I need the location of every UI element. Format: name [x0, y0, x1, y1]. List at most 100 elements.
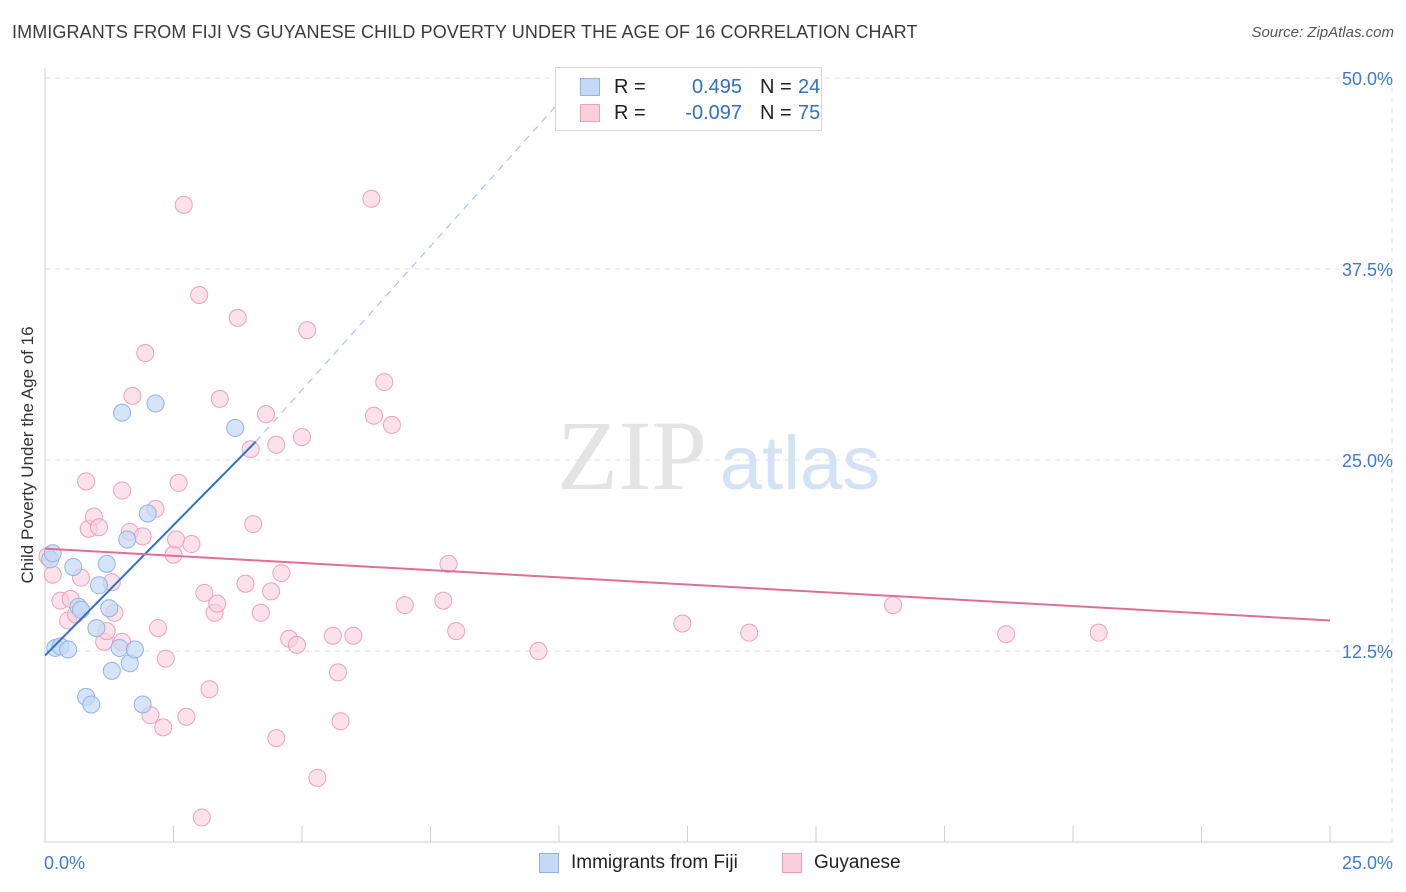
- guyanese-point: [192, 808, 211, 827]
- guyanese-point: [267, 435, 286, 454]
- guyanese-point: [236, 574, 255, 593]
- guyanese-point: [177, 707, 196, 726]
- n-value: 75: [798, 102, 821, 124]
- guyanese-point: [244, 515, 263, 534]
- fiji-point: [89, 576, 108, 595]
- guyanese-point: [174, 195, 193, 214]
- axes: [44, 68, 1393, 843]
- guyanese-point: [228, 308, 247, 327]
- y-tick-label: 25.0%: [1342, 451, 1393, 471]
- guyanese-point: [251, 603, 270, 622]
- guyanese-point: [43, 565, 62, 584]
- x-tick-label: 25.0%: [1342, 853, 1393, 873]
- fiji-point: [59, 640, 78, 659]
- guyanese-point: [997, 625, 1016, 644]
- r-value: 0.495: [691, 76, 742, 98]
- guyanese-point: [262, 582, 281, 601]
- fiji-point: [138, 504, 157, 523]
- fiji-swatch: [580, 78, 600, 96]
- guyanese-point: [1089, 623, 1108, 642]
- guyanese-point: [149, 619, 168, 638]
- y-axis-label: Child Poverty Under the Age of 16: [18, 326, 37, 584]
- guyanese-point: [272, 564, 291, 583]
- guyanese-point: [195, 583, 214, 602]
- fiji-point: [64, 557, 83, 576]
- guyanese-point: [133, 527, 152, 546]
- grid-lines: [45, 77, 1393, 842]
- fiji-point: [133, 695, 152, 714]
- guyanese-point: [123, 386, 142, 405]
- watermark-zip: ZIP: [557, 400, 707, 511]
- guyanese-point: [169, 473, 188, 492]
- r-value: -0.097: [685, 102, 742, 124]
- guyanese-point: [884, 596, 903, 615]
- fiji-legend-swatch: [539, 853, 559, 873]
- guyanese-point: [375, 373, 394, 392]
- y-tick-label: 50.0%: [1342, 69, 1393, 89]
- tick-labels: 12.5% 25.0% 37.5% 50.0% 0.0% 25.0%: [44, 69, 1393, 873]
- fiji-point: [97, 554, 116, 573]
- guyanese-point: [208, 594, 227, 613]
- n-label: N =: [760, 102, 792, 124]
- guyanese-point: [344, 626, 363, 645]
- guyanese-point: [439, 554, 458, 573]
- guyanese-point: [200, 680, 219, 699]
- chart-title: IMMIGRANTS FROM FIJI VS GUYANESE CHILD P…: [12, 22, 918, 42]
- fiji-point: [125, 640, 144, 659]
- guyanese-point: [136, 344, 155, 363]
- guyanese-point: [434, 591, 453, 610]
- guyanese-point: [328, 663, 347, 682]
- fiji-point: [102, 661, 121, 680]
- n-label: N =: [760, 76, 792, 98]
- y-tick-label: 12.5%: [1342, 642, 1393, 662]
- guyanese-point: [673, 614, 692, 633]
- guyanese-point: [156, 649, 175, 668]
- guyanese-point: [89, 518, 108, 537]
- fiji-point: [87, 619, 106, 638]
- guyanese-point: [740, 623, 759, 642]
- guyanese-point: [182, 535, 201, 554]
- fiji-point: [82, 695, 101, 714]
- guyanese-point: [298, 321, 317, 340]
- guyanese-point: [382, 415, 401, 434]
- guyanese-point: [287, 635, 306, 654]
- guyanese-point: [77, 472, 96, 491]
- r-label: R =: [614, 102, 646, 124]
- fiji-point: [100, 599, 119, 618]
- guyanese-trend-line: [44, 547, 1331, 622]
- n-value: 24: [798, 76, 821, 98]
- r-label: R =: [614, 76, 646, 98]
- guyanese-point: [154, 718, 173, 737]
- fiji-trend-extension: [255, 102, 560, 443]
- guyanese-point: [113, 481, 132, 500]
- fiji-trend-line: [44, 440, 257, 657]
- watermark: ZIP atlas: [557, 400, 880, 511]
- guyanese-point: [395, 596, 414, 615]
- guyanese-point: [364, 406, 383, 425]
- legend-label-fiji: Immigrants from Fiji: [571, 852, 738, 873]
- source-label: Source: ZipAtlas.com: [1251, 24, 1394, 41]
- fiji-point: [113, 403, 132, 422]
- guyanese-point: [362, 189, 381, 208]
- guyanese-point: [331, 712, 350, 731]
- guyanese-point: [257, 405, 276, 424]
- fiji-point: [226, 418, 245, 437]
- fiji-point: [110, 638, 129, 657]
- x-tick-label: 0.0%: [44, 853, 85, 873]
- y-tick-label: 37.5%: [1342, 260, 1393, 280]
- fiji-point: [118, 530, 137, 549]
- guyanese-point: [167, 530, 186, 549]
- guyanese-point: [210, 389, 229, 408]
- guyanese-point: [190, 285, 209, 304]
- guyanese-point: [447, 622, 466, 641]
- guyanese-point: [529, 642, 548, 660]
- fiji-point: [146, 394, 165, 413]
- guyanese-point: [241, 440, 260, 459]
- guyanese-point: [267, 729, 286, 748]
- guyanese-legend-swatch: [782, 853, 802, 873]
- fiji-point: [43, 544, 62, 563]
- fiji-point: [71, 600, 90, 619]
- guyanese-point: [293, 428, 311, 447]
- fiji-points: [41, 394, 245, 714]
